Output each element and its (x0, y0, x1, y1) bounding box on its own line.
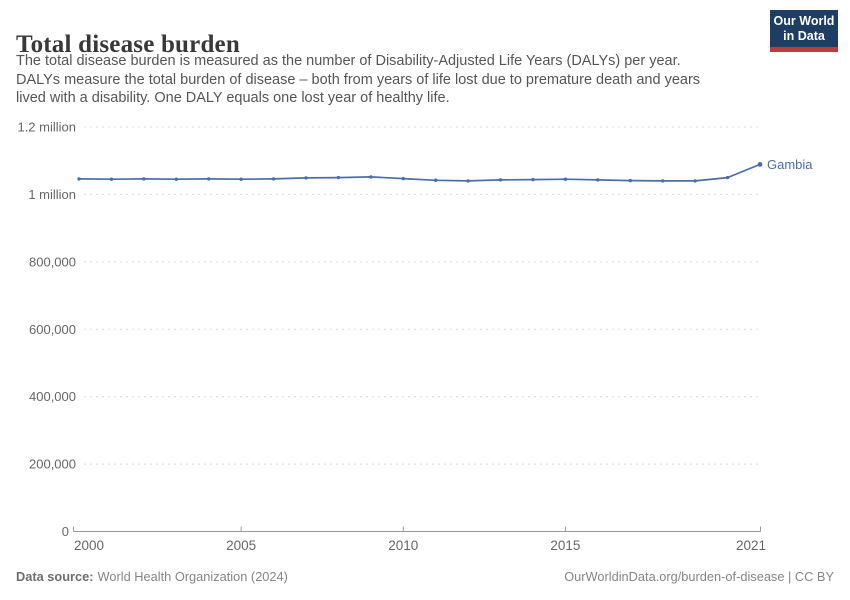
data-point[interactable] (757, 162, 763, 167)
data-point[interactable] (498, 178, 503, 182)
data-point[interactable] (466, 179, 470, 183)
data-point[interactable] (369, 175, 373, 179)
data-point[interactable] (628, 178, 632, 183)
data-source-value: World Health Organization (2024) (97, 569, 288, 584)
data-point[interactable] (174, 177, 178, 181)
data-point[interactable] (109, 177, 114, 181)
x-axis-tick-label: 2010 (388, 538, 418, 553)
data-point[interactable] (207, 177, 211, 181)
subtitle-line: DALYs measure the total burden of diseas… (16, 71, 701, 88)
x-axis-tick-label: 2005 (226, 538, 256, 553)
y-axis-tick-label: 600,000 (29, 322, 76, 337)
data-point[interactable] (661, 179, 665, 183)
data-point[interactable] (239, 177, 243, 181)
y-axis-tick-label: 200,000 (29, 457, 76, 472)
x-axis-tick-label: 2021 (736, 538, 766, 553)
y-axis-tick-label: 400,000 (29, 389, 76, 404)
data-point[interactable] (596, 178, 600, 182)
x-axis-tick-label: 2015 (550, 538, 580, 553)
owid-logo-line2: in Data (783, 29, 825, 43)
data-point[interactable] (693, 179, 697, 183)
series-entity-label: Gambia (767, 157, 813, 172)
data-point[interactable] (725, 175, 730, 180)
y-axis-tick-label: 0 (62, 524, 69, 539)
y-axis-tick-label: 1.2 million (17, 120, 76, 135)
data-point[interactable] (563, 177, 568, 181)
data-point[interactable] (77, 177, 81, 181)
subtitle-line: The total disease burden is measured as … (16, 53, 681, 69)
data-point[interactable] (434, 178, 438, 182)
owid-logo-line1: Our World (773, 14, 835, 28)
data-source-label: Data source: (16, 569, 94, 584)
owid-url-link[interactable]: OurWorldinData.org/burden-of-disease | C… (564, 569, 834, 584)
owid-logo[interactable]: Our World in Data (770, 10, 838, 52)
y-axis-tick-label: 1 million (28, 187, 76, 202)
data-point[interactable] (401, 176, 405, 181)
data-point[interactable] (271, 177, 276, 181)
data-source: Data source: World Health Organization (2… (16, 569, 288, 584)
subtitle-line: lived with a disability. One DALY equals… (16, 90, 450, 106)
series-line-gambia[interactable] (78, 163, 761, 182)
data-point[interactable] (531, 177, 535, 182)
data-point[interactable] (304, 176, 308, 180)
page-title: Total disease burden (16, 30, 240, 58)
data-point[interactable] (142, 177, 146, 181)
data-point[interactable] (336, 175, 341, 180)
x-axis-tick-label: 2000 (74, 538, 104, 553)
y-axis-tick-label: 800,000 (29, 254, 76, 269)
chart-subtitle: The total disease burden is measured as … (16, 52, 700, 108)
chart-footer: Data source: World Health Organization (2… (16, 569, 834, 584)
